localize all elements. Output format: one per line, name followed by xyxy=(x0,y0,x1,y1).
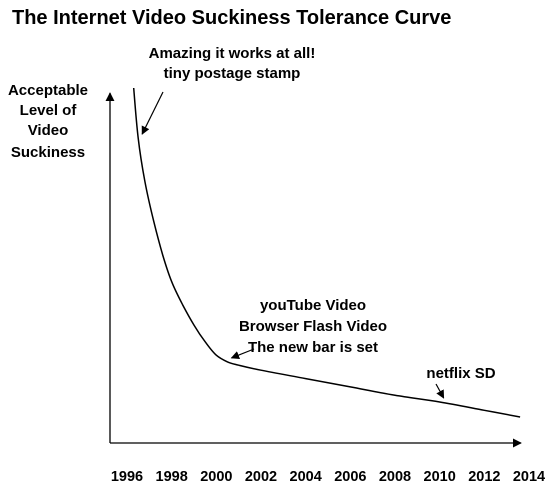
x-tick-label: 2012 xyxy=(468,469,500,485)
tolerance-curve xyxy=(132,87,521,418)
y-axis-label-line: Suckiness xyxy=(11,144,85,161)
x-tick-label: 2004 xyxy=(290,469,322,485)
annotation-arrow xyxy=(435,383,445,399)
annotation-text: netflix SD xyxy=(426,365,495,382)
y-axis-label-line: Acceptable xyxy=(8,82,88,99)
annotation-text: Amazing it works at all! xyxy=(149,45,316,62)
x-tick-label: 2006 xyxy=(334,469,366,485)
x-tick-label: 2014 xyxy=(513,469,545,485)
x-tick-label: 1996 xyxy=(111,469,143,485)
annotation-text: The new bar is set xyxy=(248,339,378,356)
annotation-text: tiny postage stamp xyxy=(164,65,301,82)
x-tick-label: 2002 xyxy=(245,469,277,485)
annotations: Amazing it works at all! tiny postage sta… xyxy=(141,45,496,399)
chart-title: The Internet Video Suckiness Tolerance C… xyxy=(12,7,451,29)
annotation-text: Browser Flash Video xyxy=(239,318,387,335)
annotation-arrow xyxy=(230,348,255,360)
annotation-text: youTube Video xyxy=(260,297,366,314)
x-tick-label: 1998 xyxy=(156,469,188,485)
x-tick-label: 2000 xyxy=(200,469,232,485)
annotation-arrow xyxy=(141,91,164,135)
x-tick-labels: 1996 1998 2000 2002 2004 2006 2008 2010 2012 2014 xyxy=(111,469,545,485)
y-axis-label-line: Video xyxy=(28,122,69,139)
x-tick-label: 2010 xyxy=(424,469,456,485)
x-tick-label: 2008 xyxy=(379,469,411,485)
y-axis-label-line: Level of xyxy=(20,102,78,119)
